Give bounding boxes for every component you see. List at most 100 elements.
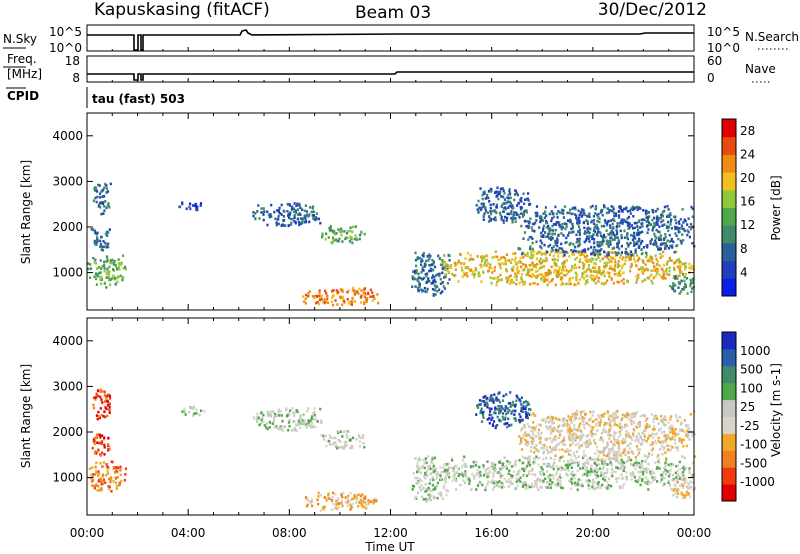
heatmap-cell: [351, 286, 355, 290]
heatmap-cell: [661, 214, 665, 218]
heatmap-cell: [495, 203, 498, 207]
heatmap-cell: [589, 417, 592, 420]
heatmap-cell: [96, 190, 99, 193]
heatmap-cell: [620, 440, 623, 443]
heatmap-cell: [558, 459, 561, 462]
heatmap-cell: [331, 495, 334, 499]
heatmap-cell: [460, 266, 463, 269]
heatmap-cell: [532, 222, 535, 226]
heatmap-cell: [591, 481, 594, 485]
heatmap-cell: [266, 427, 269, 431]
heatmap-cell: [532, 274, 535, 277]
heatmap-cell: [662, 250, 665, 254]
heatmap-cell: [501, 415, 504, 419]
heatmap-cell: [327, 236, 330, 239]
heatmap-cell: [337, 228, 340, 231]
heatmap-cell: [663, 434, 666, 437]
heatmap-cell: [679, 438, 682, 442]
heatmap-cell: [336, 500, 339, 503]
heatmap-cell: [613, 246, 616, 250]
heatmap-cell: [93, 486, 96, 490]
heatmap-cell: [659, 481, 662, 484]
heatmap-cell: [494, 426, 497, 430]
heatmap-cell: [656, 480, 659, 483]
heatmap-cell: [539, 473, 542, 476]
heatmap-cell: [443, 268, 446, 271]
heatmap-cell: [491, 416, 494, 420]
heatmap-cell: [352, 225, 355, 229]
heatmap-cell: [491, 463, 494, 467]
heatmap-cell: [550, 265, 553, 269]
heatmap-cell: [418, 470, 421, 473]
nave-label: Nave: [745, 62, 776, 76]
heatmap-cell: [525, 465, 528, 468]
heatmap-cell: [561, 255, 564, 258]
heatmap-cell: [589, 430, 592, 433]
heatmap-cell: [417, 481, 420, 484]
heatmap-cell: [479, 411, 482, 415]
heatmap-cell: [654, 210, 658, 213]
nave-tick-high: 60: [707, 54, 722, 68]
heatmap-cell: [628, 258, 631, 261]
heatmap-cell: [107, 436, 110, 440]
heatmap-cell: [544, 485, 547, 489]
heatmap-cell: [552, 448, 555, 452]
heatmap-cell: [519, 207, 523, 211]
heatmap-cell: [92, 396, 96, 400]
heatmap-cell: [531, 437, 534, 440]
heatmap-cell: [449, 265, 452, 268]
heatmap-cell: [520, 437, 523, 440]
heatmap-cell: [369, 500, 373, 503]
heatmap-cell: [540, 241, 543, 245]
heatmap-cell: [582, 453, 585, 457]
heatmap-cell: [574, 461, 577, 464]
heatmap-cell: [100, 248, 103, 251]
heatmap-cell: [110, 490, 113, 493]
heatmap-cell: [599, 486, 602, 490]
heatmap-cell: [552, 254, 555, 258]
heatmap-cell: [108, 270, 111, 274]
heatmap-cell: [610, 440, 613, 444]
heatmap-cell: [598, 230, 601, 234]
heatmap-cell: [346, 500, 349, 504]
heatmap-cell: [256, 412, 259, 416]
heatmap-cell: [506, 407, 509, 410]
heatmap-cell: [337, 438, 340, 442]
heatmap-cell: [583, 232, 586, 235]
heatmap-cell: [99, 271, 102, 274]
heatmap-cell: [601, 213, 604, 217]
heatmap-cell: [618, 448, 621, 451]
heatmap-cell: [642, 477, 645, 481]
heatmap-cell: [446, 469, 449, 472]
heatmap-cell: [637, 207, 640, 210]
heatmap-cell: [640, 462, 643, 465]
heatmap-cell: [663, 446, 666, 449]
heatmap-cell: [664, 247, 667, 250]
heatmap-cell: [681, 429, 684, 432]
heatmap-cell: [686, 426, 689, 429]
colorbar-swatch: [722, 207, 736, 226]
heatmap-cell: [673, 431, 676, 434]
heatmap-cell: [95, 274, 98, 277]
heatmap-cell: [574, 258, 577, 261]
heatmap-cell: [429, 254, 432, 258]
heatmap-cell: [615, 272, 618, 276]
heatmap-cell: [108, 408, 112, 412]
heatmap-cell: [630, 416, 633, 419]
heatmap-cell: [278, 206, 281, 210]
heatmap-cell: [555, 428, 558, 432]
heatmap-cell: [621, 440, 624, 443]
heatmap-cell: [529, 485, 532, 489]
heatmap-cell: [556, 237, 559, 240]
heatmap-cell: [104, 406, 107, 409]
heatmap-cell: [199, 202, 203, 205]
heatmap-cell: [488, 416, 491, 420]
heatmap-cell: [674, 492, 677, 495]
heatmap-cell: [434, 289, 437, 292]
heatmap-cell: [588, 470, 591, 474]
heatmap-cell: [507, 417, 510, 421]
heatmap-cell: [362, 442, 365, 445]
heatmap-cell: [612, 417, 615, 420]
heatmap-cell: [539, 220, 542, 224]
heatmap-cell: [632, 435, 635, 438]
